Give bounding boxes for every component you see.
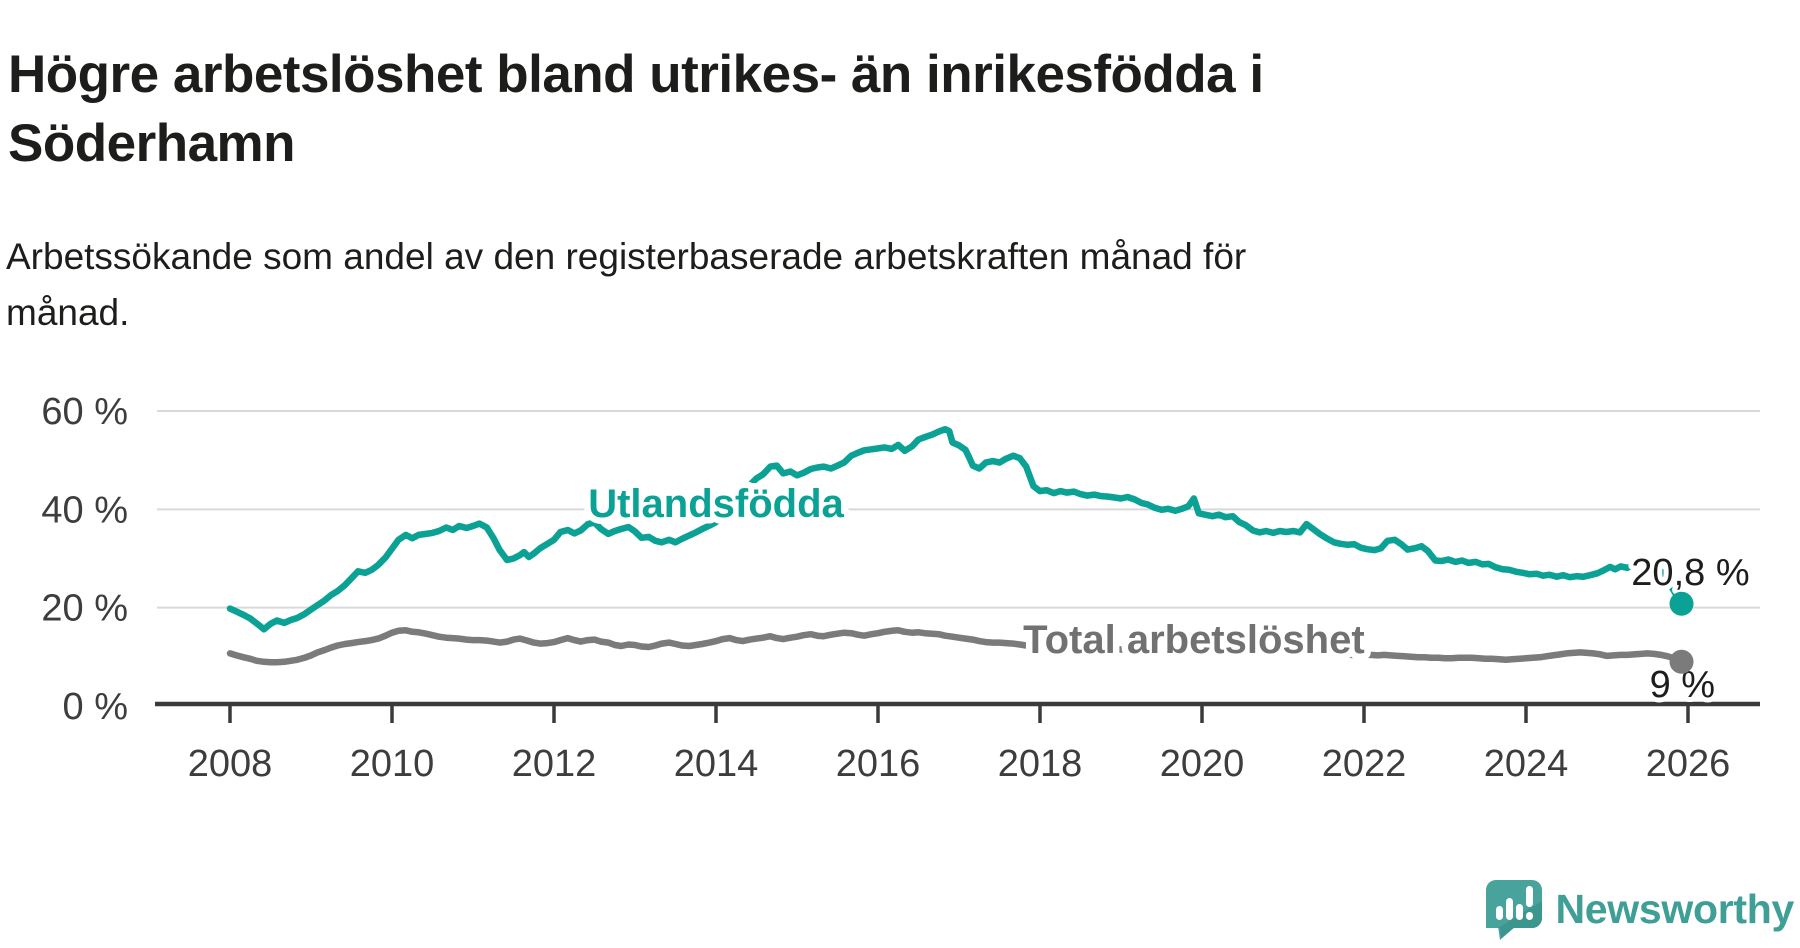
x-tick-label: 2026 — [1646, 743, 1731, 785]
x-tick-label: 2018 — [998, 743, 1083, 785]
x-tick-label: 2014 — [674, 743, 759, 785]
y-tick-label: 40 % — [41, 489, 128, 531]
x-tick-label: 2020 — [1160, 743, 1245, 785]
series-label-total: Total arbetslöshet — [1023, 618, 1365, 662]
x-tick-label: 2012 — [512, 743, 597, 785]
end-dot-total — [1669, 649, 1694, 674]
newsworthy-logo-icon — [1485, 879, 1542, 940]
newsworthy-logo: Newsworthy — [1485, 879, 1795, 940]
end-value-label-total: 9 % — [1650, 664, 1715, 706]
x-tick-label: 2010 — [350, 743, 435, 785]
end-value-label-utlandsfodda: 20,8 % — [1631, 552, 1749, 594]
y-tick-label: 0 % — [63, 686, 128, 728]
x-tick-label: 2024 — [1484, 743, 1569, 785]
x-tick-label: 2016 — [836, 743, 921, 785]
chart-title: Högre arbetslöshet bland utrikes- än inr… — [8, 44, 1264, 174]
newsworthy-logo-text: Newsworthy — [1555, 886, 1795, 932]
series-label-utlandsfodda: Utlandsfödda — [588, 482, 844, 526]
end-dot-utlandsfodda — [1669, 591, 1694, 616]
x-tick-label: 2008 — [188, 743, 273, 785]
y-tick-label: 60 % — [41, 391, 128, 433]
series-line-total — [226, 627, 1685, 666]
x-tick-label: 2022 — [1322, 743, 1407, 785]
series-line-utlandsfodda — [226, 425, 1685, 633]
chart-subtitle: Arbetssökande som andel av den registerb… — [6, 236, 1247, 333]
y-tick-label: 20 % — [41, 588, 128, 630]
